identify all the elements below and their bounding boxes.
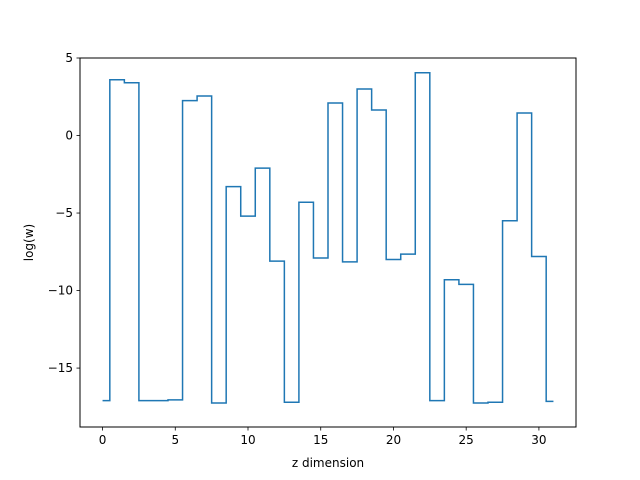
- x-tick-label: 30: [531, 433, 546, 447]
- y-tick-label: 5: [65, 51, 73, 65]
- x-tick-label: 25: [459, 433, 474, 447]
- y-tick-label: −15: [48, 361, 73, 375]
- y-tick-label: −5: [55, 206, 73, 220]
- y-tick-label: −10: [48, 284, 73, 298]
- x-tick-label: 0: [99, 433, 107, 447]
- x-tick-label: 20: [386, 433, 401, 447]
- y-axis-label: log(w): [22, 224, 36, 261]
- x-tick-label: 10: [240, 433, 255, 447]
- x-tick-label: 15: [313, 433, 328, 447]
- axis-ticks: 0 5 10 15 20 25 30 5 0 −5 −10 −15: [48, 51, 547, 447]
- x-tick-label: 5: [171, 433, 179, 447]
- x-axis-label: z dimension: [292, 456, 364, 470]
- series-step-line: [102, 71, 554, 404]
- plot-area: [102, 71, 554, 404]
- y-tick-label: 0: [65, 129, 73, 143]
- axes-frame: [79, 57, 577, 428]
